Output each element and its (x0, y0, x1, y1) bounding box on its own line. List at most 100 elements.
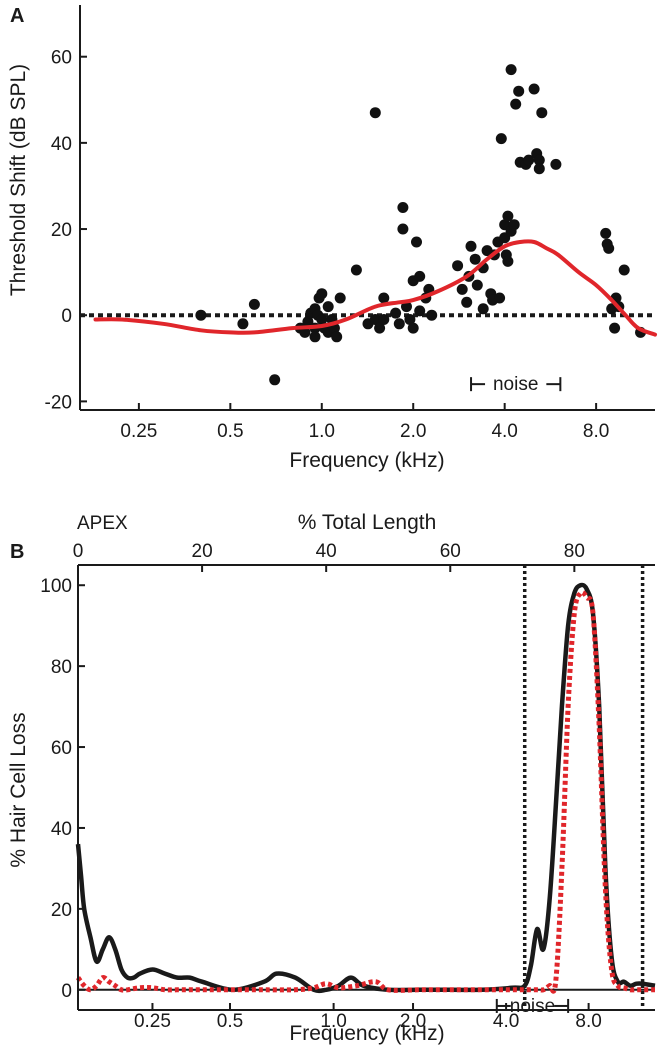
y-tick-label: 0 (61, 981, 72, 1002)
panel-a-y-ticks: -20 0 20 40 60 (45, 48, 87, 413)
data-point (390, 307, 402, 319)
x-tick-label: 2.0 (400, 1011, 426, 1032)
data-point (508, 219, 520, 231)
panel-b: B APEX % Total Length 0 20 40 60 80 0.25 0.5 1… (7, 511, 656, 1045)
top-tick-label: 20 (192, 541, 213, 562)
panel-b-top-ticks: 0 20 40 60 80 (73, 541, 585, 572)
panel-a-x-label: Frequency (kHz) (289, 449, 444, 472)
panel-a: A 0.25 0.5 1.0 2.0 4.0 8.0 -20 0 20 40 60 Frequen… (7, 5, 657, 472)
data-point (369, 314, 381, 325)
panel-a-noise-label: noise (493, 374, 538, 395)
data-point (502, 255, 514, 267)
top-tick-label: 60 (440, 541, 461, 562)
data-point (505, 64, 517, 76)
data-point (411, 236, 422, 248)
data-point (510, 98, 522, 110)
data-point (299, 326, 311, 338)
top-tick-label: 0 (73, 541, 84, 562)
data-point (316, 314, 328, 325)
x-tick-label: 2.0 (400, 421, 426, 442)
data-point (603, 242, 615, 254)
data-point (378, 292, 390, 304)
y-tick-label: 40 (51, 134, 72, 155)
y-tick-label: 20 (51, 900, 72, 921)
data-point (316, 288, 328, 300)
y-tick-label: 0 (61, 306, 72, 327)
data-point (397, 223, 409, 235)
top-tick-label: 40 (316, 541, 337, 562)
data-point (237, 318, 249, 330)
data-point (393, 318, 405, 330)
data-point (502, 210, 514, 222)
data-point (536, 107, 548, 119)
x-tick-label: 1.0 (320, 1011, 346, 1032)
x-tick-label: 0.25 (120, 421, 157, 442)
data-point (374, 322, 386, 334)
panel-a-noise-annotation: noise (470, 374, 562, 395)
data-point (477, 303, 489, 315)
x-tick-label: 8.0 (575, 1011, 601, 1032)
data-point (269, 374, 281, 386)
x-tick-label: 8.0 (583, 421, 609, 442)
panel-b-x-label: Frequency (kHz) (289, 1022, 444, 1045)
y-tick-label: 60 (51, 738, 72, 759)
y-tick-label: -20 (45, 392, 72, 413)
panel-b-y-label: % Hair Cell Loss (7, 712, 30, 867)
data-point (378, 314, 390, 325)
data-point (469, 253, 481, 265)
data-point (331, 331, 343, 343)
data-point (334, 292, 346, 304)
panel-b-x-ticks: 0.25 0.5 1.0 2.0 4.0 8.0 (134, 1003, 602, 1032)
x-tick-label: 0.5 (217, 421, 243, 442)
data-point (471, 279, 483, 291)
data-point (618, 264, 630, 276)
panel-b-top-title: % Total Length (298, 511, 437, 534)
series-red-line (75, 589, 655, 994)
x-tick-label: 0.25 (134, 1011, 171, 1032)
data-point (401, 301, 412, 313)
panel-b-y-ticks: 0 20 40 60 80 100 (40, 576, 85, 1002)
data-point (550, 158, 562, 170)
data-point (461, 296, 473, 308)
panel-a-x-ticks: 0.25 0.5 1.0 2.0 4.0 8.0 (120, 403, 609, 442)
data-point (513, 85, 525, 97)
panel-a-y-label: Threshold Shift (dB SPL) (7, 64, 30, 296)
panel-a-plot-area (80, 64, 657, 386)
y-tick-label: 100 (40, 576, 72, 597)
data-point (494, 292, 506, 304)
y-tick-label: 60 (51, 48, 72, 69)
panel-b-noise-annotation: noise (495, 996, 570, 1017)
x-tick-label: 0.5 (217, 1011, 243, 1032)
series-black-line (75, 582, 656, 994)
x-tick-label: 1.0 (309, 421, 335, 442)
x-tick-label: 4.0 (491, 421, 517, 442)
data-point (322, 301, 334, 313)
panel-a-letter: A (10, 5, 24, 27)
data-point (309, 331, 321, 343)
data-point (533, 154, 545, 166)
data-point (302, 316, 314, 328)
data-point (248, 298, 260, 310)
data-point (600, 227, 612, 239)
data-point (195, 309, 207, 321)
y-tick-label: 20 (51, 220, 72, 241)
data-point (414, 270, 426, 282)
data-point (404, 314, 416, 325)
data-point (426, 309, 438, 321)
data-point (407, 322, 419, 334)
apex-label: APEX (77, 513, 128, 534)
panel-b-plot-area (75, 565, 656, 1010)
data-point (456, 283, 468, 295)
data-point (452, 260, 464, 272)
data-point (609, 322, 621, 334)
y-tick-label: 40 (51, 819, 72, 840)
data-point (350, 264, 362, 276)
data-point (414, 305, 426, 317)
fit-curve-line (93, 239, 657, 337)
data-point (465, 240, 477, 252)
panel-b-letter: B (10, 541, 24, 563)
data-point (495, 133, 507, 145)
data-point (369, 107, 381, 119)
data-point (533, 163, 545, 175)
